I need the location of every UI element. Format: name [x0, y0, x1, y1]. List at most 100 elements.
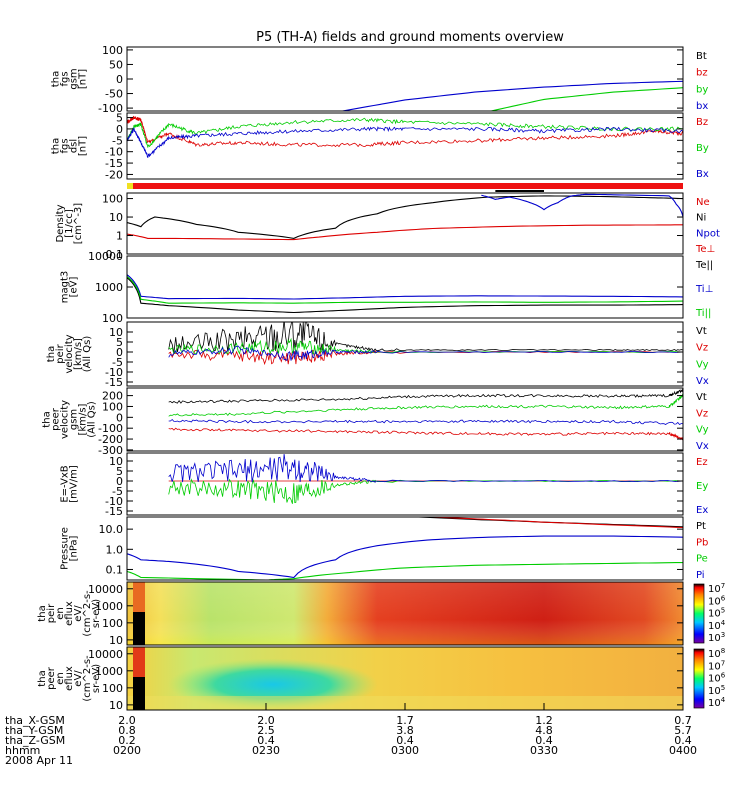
legend-entry: Ti|| [695, 308, 711, 319]
x-tick-label: 0.4 [674, 734, 692, 747]
y-axis-label-line: fgs [60, 138, 71, 153]
x-tick-label: 0330 [530, 744, 558, 757]
y-tick-label: -15 [105, 505, 123, 518]
y-axis-label-line: eV/ [73, 605, 84, 622]
y-axis-label-line: eflux [64, 666, 75, 691]
panel-fgs_dsl: 50-5-10-15-20 thafgsdsl[nT] Bz By Bx [51, 112, 709, 182]
series-line-Vx [168, 345, 683, 362]
panel-series-group [342, 80, 683, 111]
legend-entry: Ez [696, 457, 708, 468]
y-axis-label-line: (All Qs) [87, 401, 98, 438]
x-row-label: tha_Z-GSM [5, 734, 65, 747]
x-tick-label: 2.5 [257, 724, 275, 737]
y-axis-label-line: tha [46, 346, 57, 362]
panel-pressure: 10.0 1.0 0.1 Pressure[nPa] Pt Pb Pe Pi [60, 516, 708, 581]
plot-title: P5 (TH-A) fields and ground moments over… [256, 30, 564, 45]
y-axis-label: thapeerenefluxeV/(cm^2-s-sr-eV) [37, 655, 102, 702]
y-tick-label: 10000 [88, 250, 123, 263]
panel-frame [126, 581, 684, 646]
y-tick-label: -50 [105, 88, 123, 101]
colorbar [693, 583, 705, 644]
y-tick-label: -200 [98, 433, 123, 446]
legend-entry: Ne [696, 197, 710, 208]
x-tick-label: 0300 [391, 744, 419, 757]
y-axis-label-line: tha [37, 605, 48, 621]
legend-entry: by [696, 84, 708, 95]
colorbar-tick-base: 10 [708, 621, 721, 632]
y-tick-label: 5 [116, 465, 123, 478]
y-tick-label: 200 [102, 390, 123, 403]
x-tick-label: 0.8 [118, 724, 136, 737]
panel-frame [126, 321, 684, 387]
x-tick-label: 0.7 [674, 714, 692, 727]
y-axis-label-line: sr-eV) [91, 664, 102, 693]
legend-entry: bx [696, 101, 708, 112]
y-axis-label: magt3[eV] [60, 271, 80, 304]
series-line-Vz [168, 427, 683, 441]
colorbar-tick-exp: 7 [721, 582, 725, 590]
legend-entry: Vt [696, 392, 707, 403]
y-axis-label: thapeirvelocity[km/s](All Qs) [46, 334, 93, 373]
y-axis-label-line: Density [55, 204, 66, 242]
y-tick-label: 1000 [95, 665, 123, 678]
spectrogram-data-gap [133, 612, 145, 645]
panel-series-group [168, 322, 683, 366]
y-axis-label-line: tha [51, 71, 62, 87]
legend-entry: Vx [696, 441, 709, 452]
y-tick-label: 10 [109, 326, 123, 339]
colorbar-tick-label: 105 [708, 607, 725, 620]
legend-entry: Ex [696, 505, 708, 516]
y-tick-label: 0.1 [106, 563, 124, 576]
spectrogram-data-gap [133, 677, 145, 710]
y-axis-label: Density[1/cc][cm^-3] [55, 203, 84, 244]
y-tick-label: 1 [116, 230, 123, 243]
y-axis-label-line: en [55, 607, 66, 620]
y-tick-label: 0 [116, 346, 123, 359]
spectrogram-gap-top [133, 582, 145, 612]
y-axis-label-line: [nT] [78, 136, 89, 156]
series-line-Ex [168, 453, 683, 483]
y-tick-label: -100 [98, 422, 123, 435]
colorbar-tick-base: 10 [708, 674, 721, 685]
y-axis-label: thafgsdsl[nT] [51, 136, 89, 156]
y-tick-label: 1.0 [106, 543, 124, 556]
legend-entry: Te|| [695, 260, 713, 271]
y-axis-label-line: (cm^2-s- [82, 590, 93, 637]
y-axis-label-line: velocity [64, 334, 75, 373]
panel-peir_en_eflux: 10710610510410310000100010010thapeirenef… [37, 581, 726, 647]
y-tick-label: 10000 [88, 583, 123, 596]
y-tick-label: 0 [116, 411, 123, 424]
y-axis-label: thapeervelocitygsm[km/s](All Qs) [42, 400, 98, 439]
colorbar-tick-label: 103 [708, 631, 725, 644]
panel-series-group [127, 115, 683, 158]
panel-density: 100 10 1 0.1 Density[1/cc][cm^-3] Ne Ni Npot Te⊥ [55, 192, 720, 261]
spectrogram-gap-top [133, 647, 145, 677]
y-axis-label-line: gsm [69, 68, 80, 89]
colorbar-tick-label: 107 [708, 582, 725, 595]
y-axis-label-line: tha [51, 138, 62, 154]
flag-red-bar [127, 183, 683, 189]
legend-entry: Vx [696, 376, 709, 387]
x-tick-label: 4.8 [535, 724, 553, 737]
legend-entry: Ey [696, 481, 708, 492]
x-tick-label: 0400 [669, 744, 697, 757]
y-axis-label: thapeirenefluxeV/(cm^2-s-sr-eV) [37, 590, 102, 637]
y-tick-label: 0 [116, 73, 123, 86]
y-axis-label-line: gsm [69, 409, 80, 430]
y-axis-label-line: peer [46, 666, 57, 690]
x-tick-label: 2.0 [118, 714, 136, 727]
y-tick-label: 1000 [95, 600, 123, 613]
legend-entry: Te⊥ [695, 244, 715, 255]
x-tick-label: 0.4 [535, 734, 553, 747]
y-tick-label: 100 [102, 193, 123, 206]
panel-frame [126, 452, 684, 516]
series-line-Vt [168, 388, 683, 404]
colorbar [693, 648, 705, 709]
quality-flag-bar [127, 183, 683, 192]
flag-yellow-start [127, 183, 133, 189]
series-line-Ti⊥ [127, 274, 683, 300]
legend-entry: Pi [696, 570, 705, 581]
